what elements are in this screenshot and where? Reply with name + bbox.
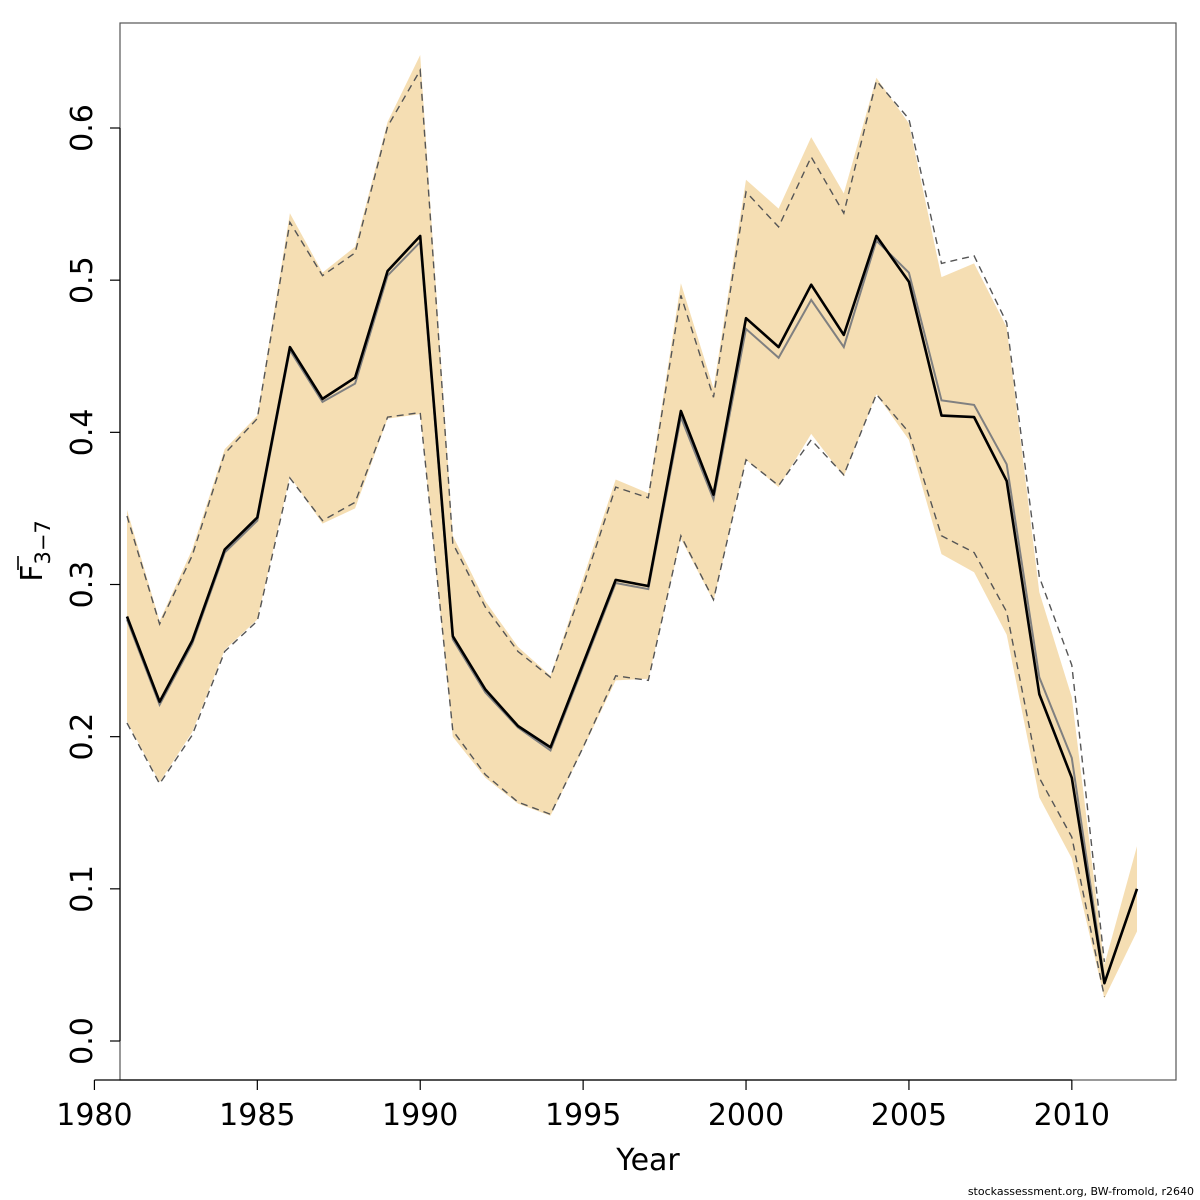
x-axis: 1980 1985 1990 1995 2000 2005 2010 (56, 1079, 1110, 1133)
y-tick-label-group-2: 0.2 (65, 713, 100, 761)
x-tick-label-1995: 1995 (545, 1098, 621, 1133)
y-tick-label-3: 0.3 (65, 561, 100, 609)
y-tick-label-group-6: 0.6 (65, 104, 100, 152)
y-tick-label-4: 0.4 (65, 408, 100, 456)
series-lines-layer (125, 67, 1139, 998)
y-tick-label-5: 0.5 (65, 256, 100, 304)
y-tick-label-group-1: 0.1 (65, 865, 100, 913)
confidence-band (127, 55, 1137, 999)
previous-upper-ci-line (126, 67, 1106, 962)
previous-lower-ci-line (126, 392, 1106, 998)
y-axis-title: F3−7 (15, 520, 55, 582)
x-axis-title: Year (615, 1143, 680, 1178)
y-tick-label-group-5: 0.5 (65, 256, 100, 304)
x-tick-label-1985: 1985 (219, 1098, 295, 1133)
y-axis-title-main: F (15, 565, 50, 582)
y-axis-title-subscript: 3−7 (31, 520, 55, 564)
x-tick-label-2005: 2005 (871, 1098, 947, 1133)
x-tick-label-1990: 1990 (382, 1098, 458, 1133)
y-tick-label-2: 0.2 (65, 713, 100, 761)
y-tick-label-1: 0.1 (65, 865, 100, 913)
y-tick-label-group-3: 0.3 (65, 561, 100, 609)
svg-text:F3−7: F3−7 (15, 520, 55, 582)
confidence-band-layer (127, 55, 1137, 999)
y-tick-label-group-4: 0.4 (65, 408, 100, 456)
x-tick-label-1980: 1980 (56, 1098, 132, 1133)
footnote: stockassessment.org, BW-fromold, r2640 (967, 1185, 1194, 1198)
y-tick-label-6: 0.6 (65, 104, 100, 152)
estimate-line (125, 234, 1139, 985)
y-tick-label-0: 0.0 (65, 1017, 100, 1065)
y-axis: 0.0 0.1 0.2 0.3 0.4 0.5 0.6 (65, 104, 121, 1065)
y-tick-label-group-0: 0.0 (65, 1017, 100, 1065)
x-tick-label-2010: 2010 (1034, 1098, 1110, 1133)
x-tick-label-2000: 2000 (708, 1098, 784, 1133)
